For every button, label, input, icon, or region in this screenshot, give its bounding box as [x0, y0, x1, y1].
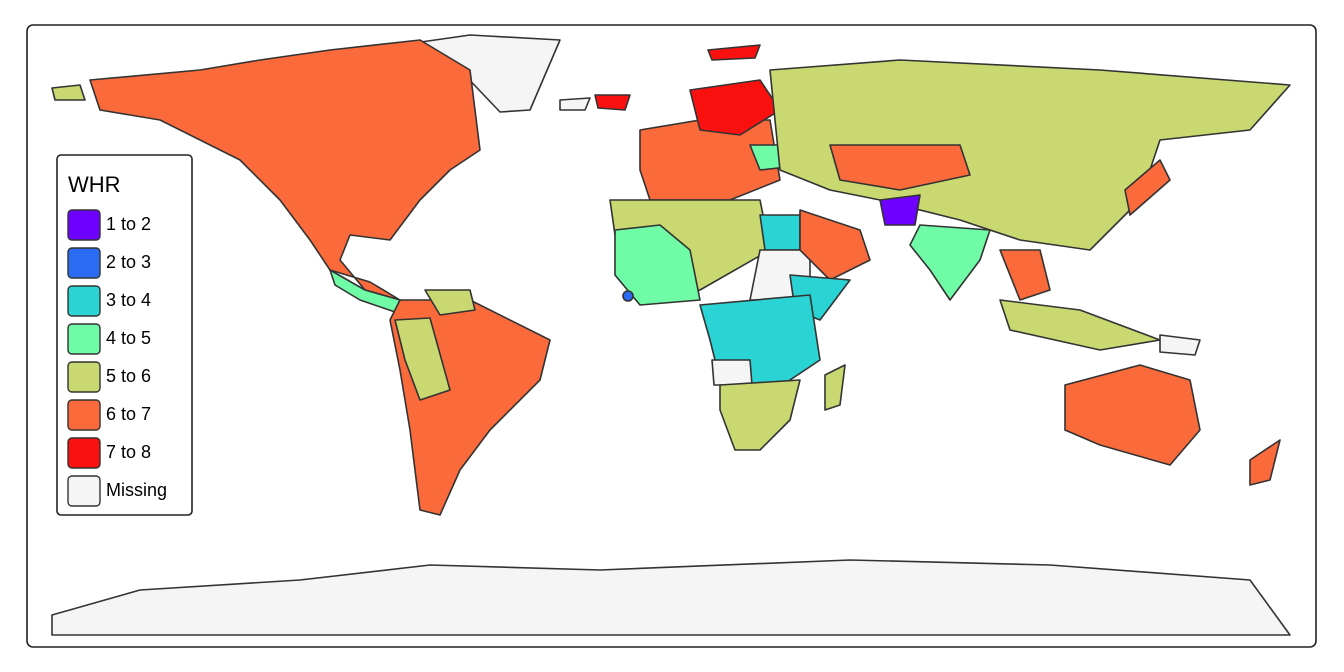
afghanistan [879, 194, 921, 226]
angola [711, 359, 753, 386]
venezuela [424, 289, 476, 316]
legend-label: Missing [106, 480, 167, 500]
japan [1124, 159, 1171, 216]
legend-swatch [67, 437, 101, 469]
iceland [594, 94, 631, 111]
legend-swatch [67, 285, 101, 317]
antarctica [51, 559, 1291, 636]
madagascar [824, 364, 846, 411]
legend-label: 3 to 4 [106, 290, 151, 310]
legend-label: 7 to 8 [106, 442, 151, 462]
legend-swatch [67, 361, 101, 393]
scandinavia [689, 79, 781, 136]
new-zealand [1249, 439, 1281, 486]
svalbard [707, 44, 761, 61]
legend-label: 1 to 2 [106, 214, 151, 234]
legend-swatch [67, 247, 101, 279]
legend-swatch [67, 399, 101, 431]
north-america [89, 39, 481, 301]
egypt [759, 214, 801, 251]
indonesia [999, 299, 1161, 351]
legend-label: 6 to 7 [106, 404, 151, 424]
andes [394, 317, 451, 401]
southeast-asia [999, 249, 1051, 301]
legend: 1 to 2 2 to 3 3 to 4 4 to 5 5 to 6 6 to 7 7 to… [67, 209, 167, 507]
southern-africa [719, 379, 801, 451]
new-guinea [1159, 334, 1201, 356]
legend-label: 4 to 5 [106, 328, 151, 348]
arabia [799, 209, 871, 281]
legend-swatch [67, 475, 101, 507]
kazakhstan [829, 144, 971, 191]
legend-label: 2 to 3 [106, 252, 151, 272]
india [909, 224, 991, 301]
country [51, 84, 86, 101]
legend-label: 5 to 6 [106, 366, 151, 386]
west-africa [614, 224, 701, 306]
sierra-leone [622, 290, 634, 302]
countries [51, 34, 1291, 636]
legend-swatch [67, 209, 101, 241]
legend-title: WHR [68, 172, 121, 197]
australia [1064, 364, 1201, 466]
country [559, 97, 591, 111]
legend-swatch [67, 323, 101, 355]
